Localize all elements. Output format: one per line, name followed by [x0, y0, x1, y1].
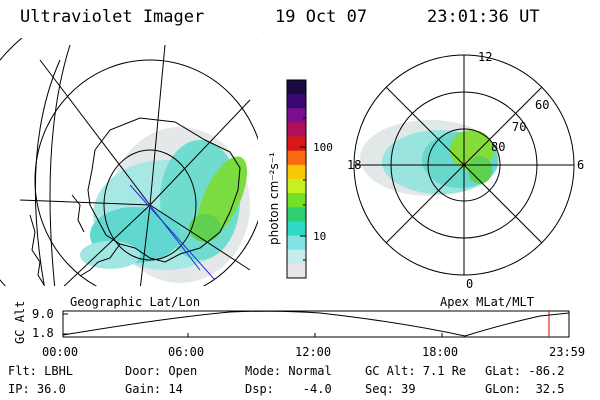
altitude-axis-label: GC Alt	[13, 301, 27, 344]
colorbar-tick-100: 100	[313, 141, 333, 154]
mlat-label-80: 80	[491, 140, 505, 154]
colorbar-swatch	[287, 193, 306, 208]
apex-label: Apex MLat/MLT	[440, 295, 534, 309]
magnetic-grid	[353, 54, 575, 276]
colorbar-swatch	[287, 136, 306, 152]
mlt-label-0: 0	[466, 277, 473, 291]
mlt-label-12: 12	[478, 50, 492, 64]
info-mode: Mode: Normal	[245, 364, 332, 378]
altitude-plot	[62, 310, 570, 338]
time-tick-2359: 23:59	[549, 345, 586, 359]
info-gain: Gain: 14	[125, 382, 183, 396]
colorbar-swatch	[287, 108, 306, 124]
mlt-label-18: 18	[347, 158, 361, 172]
mlat-label-60: 60	[535, 98, 549, 112]
colorbar-tick-10: 10	[313, 230, 326, 243]
colorbar-swatch	[287, 235, 306, 251]
colorbar-swatch	[287, 263, 306, 279]
observation-time: 23:01:36 UT	[427, 7, 540, 27]
time-tick-0000: 00:00	[42, 345, 79, 359]
info-glon: GLon: 32.5	[485, 382, 565, 396]
instrument-title: Ultraviolet Imager	[20, 7, 205, 27]
info-glat: GLat: -86.2	[485, 364, 565, 378]
colorbar-swatch	[287, 80, 306, 95]
colorbar-swatch	[287, 164, 306, 180]
colorbar-swatch	[287, 150, 306, 166]
info-filter: Flt: LBHL	[8, 364, 74, 378]
observation-date: 19 Oct 07	[275, 7, 368, 27]
mlt-label-6: 6	[577, 158, 584, 172]
magnetic-image	[360, 120, 500, 196]
auroral-emission-right	[360, 120, 500, 196]
colorbar-swatch	[287, 221, 306, 237]
info-dsp: Dsp: -4.0	[245, 382, 332, 396]
colorbar-swatch	[287, 207, 306, 223]
alt-tick-high: 9.0	[32, 307, 54, 321]
colorbar	[286, 79, 307, 279]
mlat-label-70: 70	[512, 120, 526, 134]
colorbar-swatch	[287, 94, 306, 109]
info-gc-alt: GC Alt: 7.1 Re	[365, 364, 467, 378]
colorbar-swatch	[287, 249, 306, 265]
colorbar-swatch	[287, 179, 306, 194]
colorbar-unit-label: photon cm⁻²s⁻¹	[267, 152, 281, 245]
geographic-image	[0, 38, 258, 286]
time-tick-1800: 18:00	[422, 345, 459, 359]
time-tick-0600: 06:00	[168, 345, 205, 359]
altitude-curve	[62, 310, 570, 337]
info-door: Door: Open	[125, 364, 198, 378]
time-tick-1200: 12:00	[295, 345, 332, 359]
info-ip: IP: 36.0	[8, 382, 66, 396]
geographic-label: Geographic Lat/Lon	[70, 295, 201, 309]
colorbar-swatch	[287, 122, 306, 138]
alt-tick-low: 1.8	[32, 326, 54, 340]
info-seq: Seq: 39	[365, 382, 416, 396]
